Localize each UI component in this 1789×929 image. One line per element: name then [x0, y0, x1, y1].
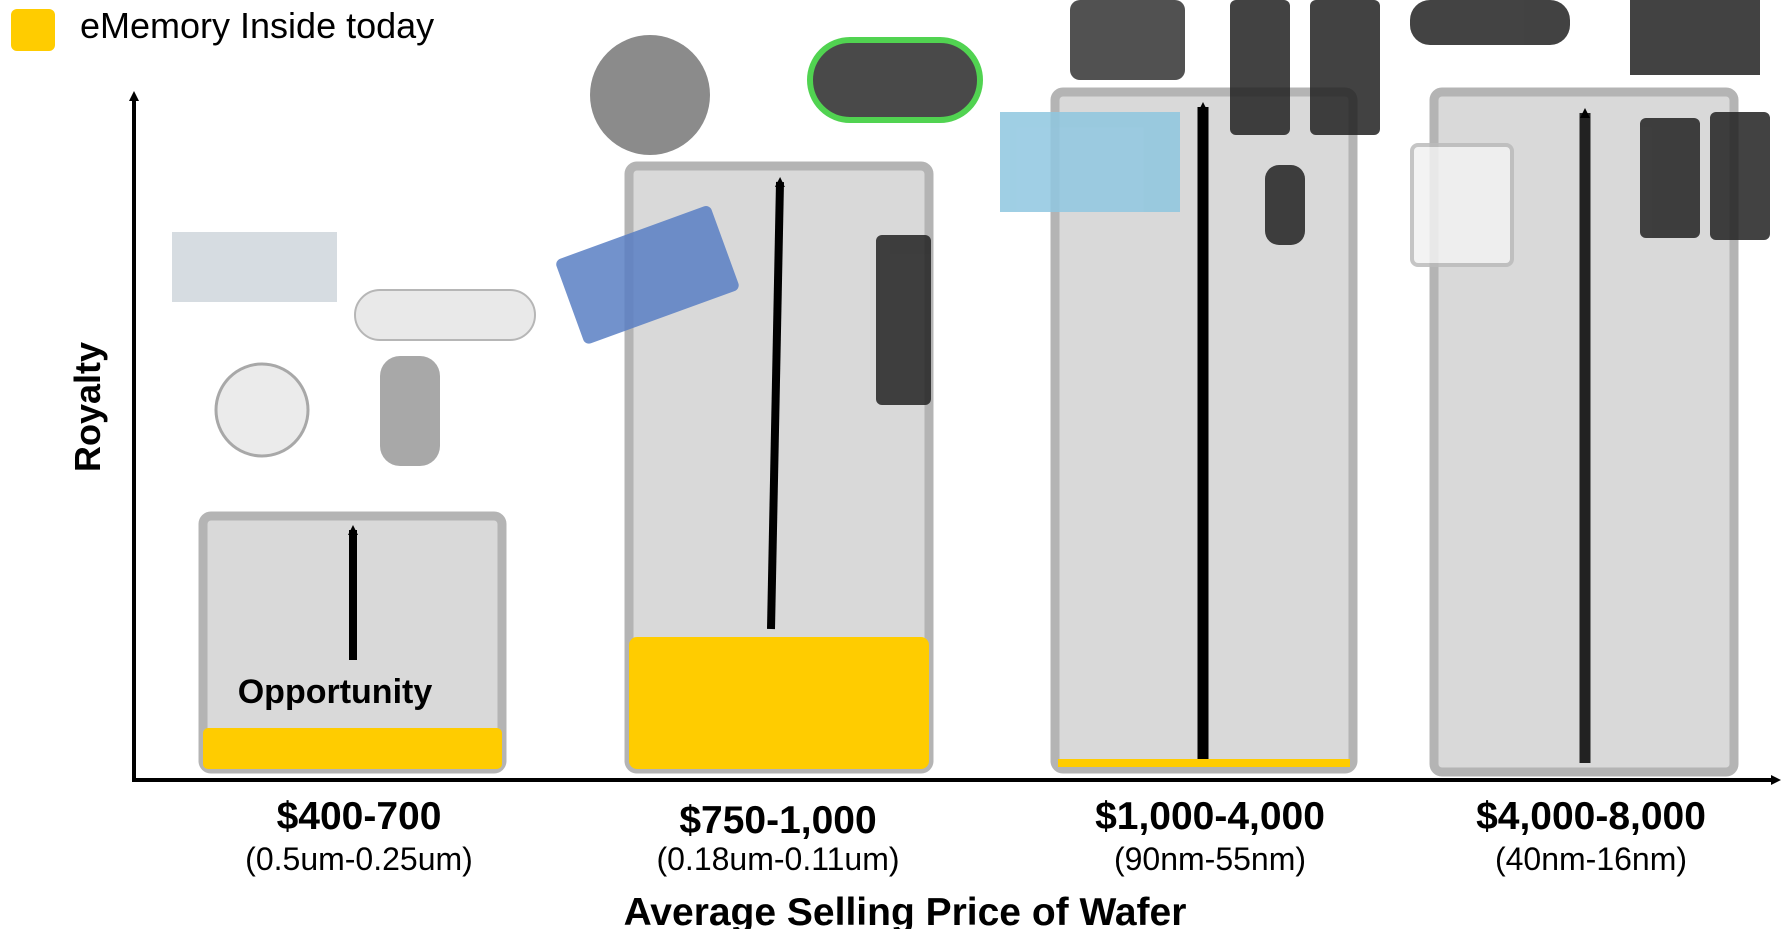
- page: {"legend": {"label": "eMemory Inside tod…: [0, 0, 1789, 929]
- annotation: Opportunity: [238, 673, 433, 711]
- diagram: eMemory Inside today Opportunity Royalty…: [0, 0, 1789, 929]
- price-label: $750-1,000: [679, 799, 876, 842]
- node-label: (40nm-16nm): [1495, 841, 1687, 877]
- price-label: $4,000-8,000: [1476, 795, 1706, 838]
- legend-label: eMemory Inside today: [80, 5, 434, 46]
- node-label: (0.5um-0.25um): [245, 841, 473, 877]
- x-axis-label: Average Selling Price of Wafer: [624, 891, 1187, 929]
- column-labels: $400-700(0.5um-0.25um) $750-1,000(0.18um-…: [245, 795, 1706, 877]
- current-bar: [203, 728, 502, 769]
- price-label: $1,000-4,000: [1095, 795, 1325, 838]
- node-label: (90nm-55nm): [1114, 841, 1306, 877]
- legend-swatch: [11, 9, 55, 51]
- current-bar: [1058, 759, 1350, 767]
- price-label: $400-700: [277, 795, 442, 838]
- current-bar: [629, 637, 929, 769]
- node-label: (0.18um-0.11um): [656, 841, 899, 877]
- y-axis-label: Royalty: [67, 342, 108, 472]
